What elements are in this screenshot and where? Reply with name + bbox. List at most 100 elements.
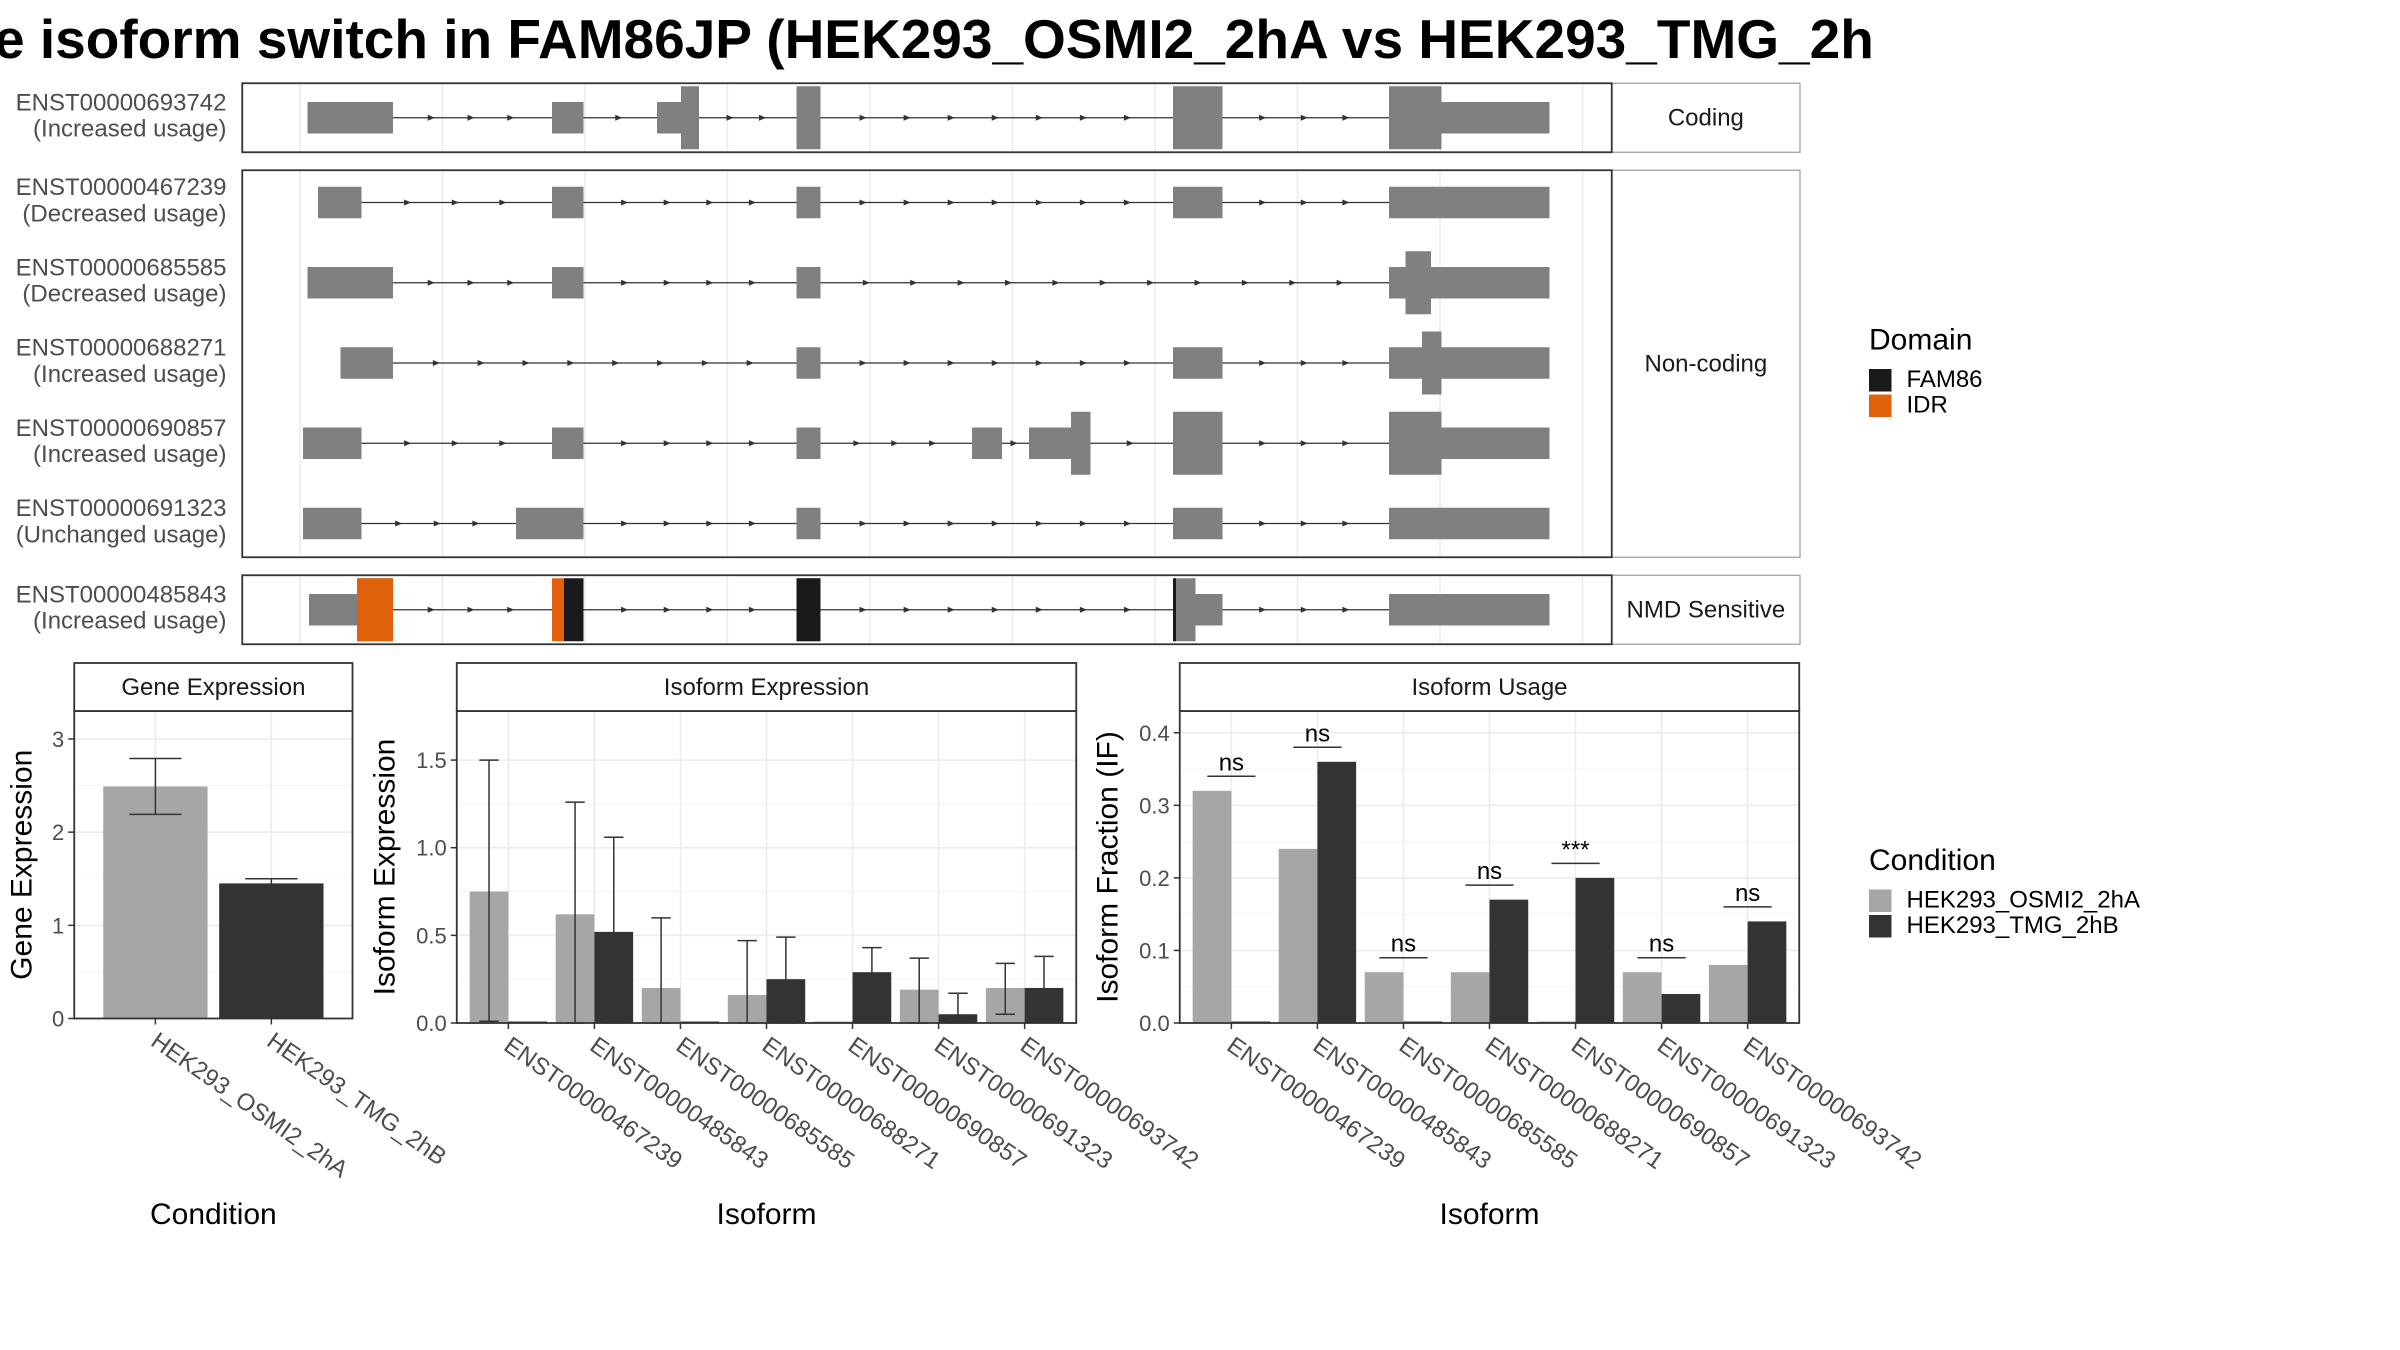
facet-strip <box>1611 169 1801 558</box>
intron-arrow <box>467 279 475 286</box>
fam86-domain <box>796 578 821 642</box>
intron-arrow <box>903 114 911 121</box>
intron-arrow <box>621 606 629 613</box>
intron-arrow <box>621 440 629 447</box>
intron-arrow <box>991 199 999 206</box>
intron-arrow <box>1123 520 1131 527</box>
exon-block <box>1173 411 1223 475</box>
chart-title: Isoform Usage <box>1411 674 1567 701</box>
facet-strip-label: Non-coding <box>1645 350 1768 377</box>
intron-arrow <box>1300 520 1308 527</box>
intron-arrow <box>427 279 435 286</box>
intron-arrow <box>891 440 899 447</box>
intron-arrow <box>991 114 999 121</box>
intron-arrow <box>1079 606 1087 613</box>
intron-arrow <box>1300 199 1308 206</box>
intron-arrow <box>663 520 671 527</box>
exon-block <box>972 427 1002 459</box>
intron-arrow <box>1126 440 1134 447</box>
x-tick-label: HEK293_OSMI2_2hA <box>146 1027 353 1183</box>
intron-arrow <box>903 199 911 206</box>
intron-arrow <box>1035 199 1043 206</box>
intron-arrow <box>1005 279 1012 286</box>
intron-arrow <box>929 440 937 447</box>
domain-legend-key <box>1869 369 1892 392</box>
exon-block <box>1389 411 1442 475</box>
x-axis-title: Isoform <box>1439 1198 1539 1231</box>
intron-arrow <box>451 199 459 206</box>
exon-block <box>307 102 393 134</box>
data-bar <box>1364 972 1404 1023</box>
condition-legend-label: HEK293_TMG_2hB <box>1907 912 2119 939</box>
exon-block <box>1431 267 1550 299</box>
data-bar <box>1489 899 1529 1023</box>
data-bar <box>1317 761 1357 1023</box>
intron-arrow <box>748 440 756 447</box>
intron-arrow <box>1123 360 1131 366</box>
intron-arrow <box>947 199 955 206</box>
y-tick-label: 0.0 <box>1139 1011 1170 1036</box>
significance-label: ns <box>1305 720 1330 747</box>
transcript-id: ENST00000691323 <box>16 495 227 522</box>
transcript-usage: (Unchanged usage) <box>16 521 227 548</box>
intron-arrow <box>1010 440 1018 447</box>
isoform-usage-chart: ns ns ns ns *** ns ns Isoform Usage 0.0 0.1 0.2 0.3… <box>1092 662 1926 1231</box>
intron-arrow <box>1035 520 1043 527</box>
y-tick-label: 1.5 <box>416 748 447 773</box>
condition-legend-key <box>1869 915 1892 938</box>
exon-block <box>796 86 821 150</box>
chart-strip <box>455 662 1078 712</box>
intron-arrow <box>1079 114 1087 121</box>
data-bar <box>1575 877 1615 1023</box>
transcript-id: ENST00000485843 <box>16 581 227 608</box>
chart-title: Isoform Expression <box>664 674 869 701</box>
y-tick-label: 0.4 <box>1139 721 1170 746</box>
figure-title: e isoform switch in FAM86JP (HEK293_OSMI… <box>0 8 1874 70</box>
exon-block <box>1029 427 1071 459</box>
transcript-id: ENST00000693742 <box>16 89 227 116</box>
fam86-domain <box>1173 578 1176 642</box>
intron-arrow <box>706 279 714 286</box>
exon-block <box>796 186 821 219</box>
exon-block <box>552 102 584 134</box>
y-tick-label: 0.2 <box>1139 866 1170 891</box>
intron-arrow <box>477 360 485 366</box>
exon-block <box>1422 331 1442 395</box>
intron-arrow <box>663 279 671 286</box>
intron-arrow <box>706 520 714 527</box>
x-axis-title: Isoform <box>716 1198 816 1231</box>
significance-label: ns <box>1735 880 1760 907</box>
intron-arrow <box>1099 279 1107 286</box>
intron-arrow <box>957 279 965 286</box>
exon-block <box>552 186 584 219</box>
intron-arrow <box>621 199 629 206</box>
intron-arrow <box>1342 199 1350 206</box>
exon-block <box>1389 507 1550 540</box>
facet-strip-label: NMD Sensitive <box>1627 596 1786 623</box>
intron-arrow <box>663 199 671 206</box>
transcript-id: ENST00000685585 <box>16 254 227 281</box>
intron-arrow <box>1300 360 1308 366</box>
exon-block <box>552 267 584 299</box>
intron-arrow <box>947 114 955 121</box>
intron-arrow <box>903 606 911 613</box>
intron-arrow <box>859 199 867 206</box>
intron-arrow <box>1342 520 1350 527</box>
intron-arrow <box>1259 440 1267 447</box>
isoform-expression-chart: Isoform Expression0.00.51.01.5ENST000004… <box>369 662 1203 1231</box>
intron-arrow <box>1300 440 1308 447</box>
intron-arrow <box>859 360 867 366</box>
intron-arrow <box>1194 279 1202 286</box>
intron-arrow <box>1336 279 1344 286</box>
exon-block <box>1195 594 1223 626</box>
condition-legend-key <box>1869 889 1892 912</box>
intron-arrow <box>748 606 756 613</box>
significance-label: ns <box>1649 931 1674 958</box>
intron-arrow <box>910 279 918 286</box>
intron-arrow <box>1079 199 1087 206</box>
intron-arrow <box>467 606 475 613</box>
exon-block <box>1441 427 1550 459</box>
exon-block <box>657 102 681 134</box>
intron-arrow <box>859 606 867 613</box>
exon-block <box>681 86 699 150</box>
